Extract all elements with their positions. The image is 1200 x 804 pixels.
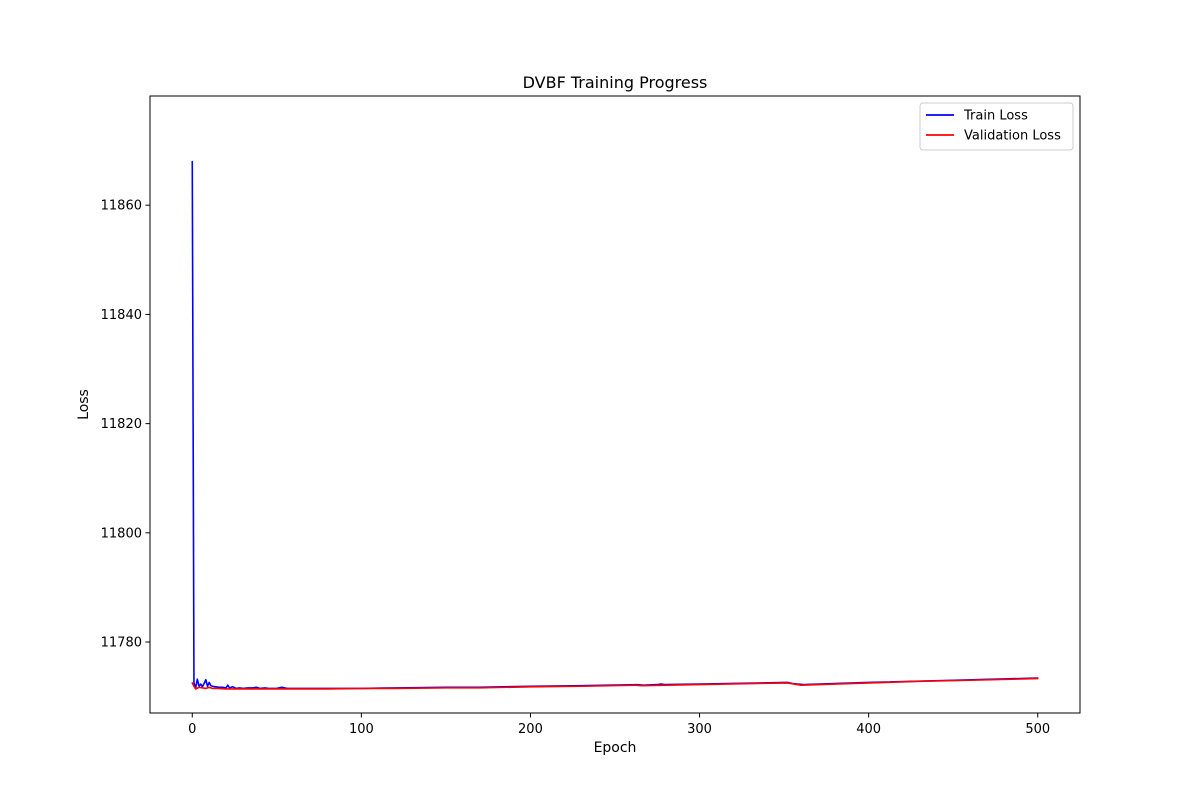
y-tick-label: 11800	[101, 526, 142, 541]
plot-area	[149, 95, 1081, 714]
y-tick-label: 11820	[101, 417, 142, 432]
x-tick-label: 300	[687, 722, 712, 737]
chart-title: DVBF Training Progress	[523, 73, 708, 92]
x-tick-label: 100	[349, 722, 374, 737]
series-layer	[191, 160, 1039, 690]
x-tick-label: 500	[1025, 722, 1050, 737]
legend: Train Loss Validation Loss	[919, 102, 1074, 151]
x-axis: 0 100 200 300 400 500	[188, 713, 1050, 737]
x-tick-label: 0	[188, 722, 196, 737]
series-line-validation-loss	[191, 677, 1039, 690]
x-tick-label: 400	[856, 722, 881, 737]
legend-label: Train Loss	[963, 109, 1028, 124]
y-axis-label: Loss	[76, 389, 92, 420]
y-tick-label: 11840	[101, 308, 142, 323]
y-tick-label: 11780	[101, 636, 142, 651]
x-tick-label: 200	[518, 722, 543, 737]
legend-box	[919, 102, 1074, 151]
plot-background	[150, 96, 1080, 713]
legend-label: Validation Loss	[964, 129, 1061, 144]
plot-frame	[149, 95, 1081, 714]
y-axis: 11780 11800 11820 11840 11860	[101, 199, 150, 651]
x-axis-label: Epoch	[594, 740, 637, 756]
y-tick-label: 11860	[101, 199, 142, 214]
